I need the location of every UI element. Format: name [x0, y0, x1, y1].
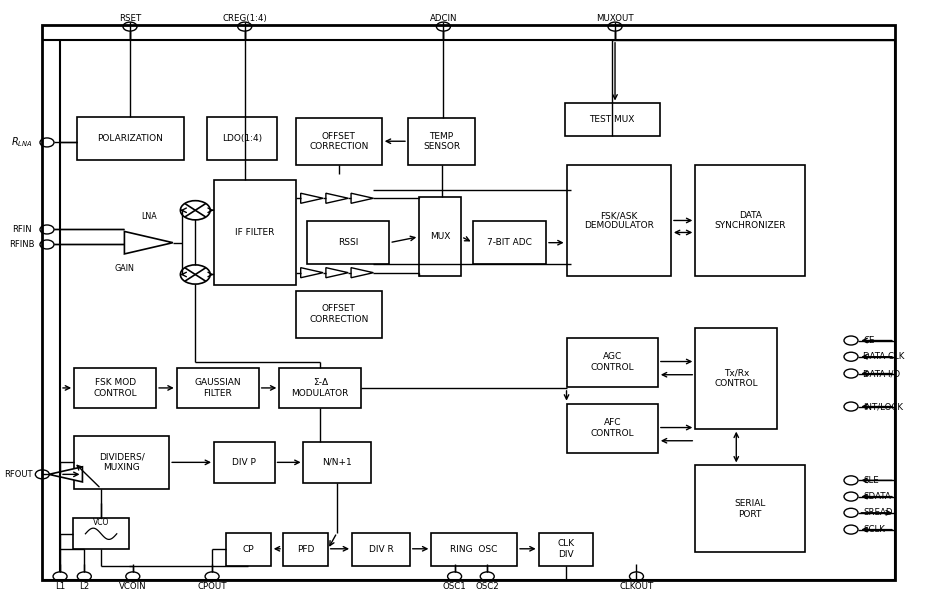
- Text: SLE: SLE: [863, 476, 879, 485]
- Text: LDO(1:4): LDO(1:4): [222, 134, 263, 144]
- Text: OSC2: OSC2: [475, 581, 499, 590]
- Text: OFFSET
CORRECTION: OFFSET CORRECTION: [310, 305, 369, 324]
- Text: VCOIN: VCOIN: [119, 581, 147, 590]
- Bar: [566, 165, 671, 276]
- Text: DATA CLK: DATA CLK: [863, 352, 904, 361]
- Bar: [565, 104, 660, 136]
- Text: SREAD: SREAD: [863, 508, 893, 517]
- Bar: [566, 403, 658, 453]
- Bar: [304, 442, 371, 483]
- Text: CREG(1:4): CREG(1:4): [222, 14, 267, 23]
- Text: SDATA: SDATA: [863, 492, 891, 501]
- Bar: [296, 118, 382, 165]
- Bar: [207, 117, 278, 160]
- Bar: [283, 532, 327, 566]
- Bar: [74, 367, 156, 408]
- Text: PFD: PFD: [296, 545, 314, 554]
- Bar: [177, 367, 259, 408]
- Bar: [431, 532, 518, 566]
- Text: CLKOUT: CLKOUT: [619, 581, 654, 590]
- Bar: [226, 532, 271, 566]
- Text: INT/LOCK: INT/LOCK: [863, 402, 903, 411]
- Text: MUX: MUX: [430, 232, 451, 241]
- Polygon shape: [351, 268, 374, 278]
- Text: RSSI: RSSI: [338, 238, 359, 247]
- Text: DIV R: DIV R: [369, 545, 393, 554]
- Text: CE: CE: [863, 336, 874, 345]
- Bar: [279, 367, 361, 408]
- Text: DATA I/O: DATA I/O: [863, 369, 901, 378]
- Text: Σ-Δ
MODULATOR: Σ-Δ MODULATOR: [292, 378, 349, 397]
- Text: Tx/Rx
CONTROL: Tx/Rx CONTROL: [714, 368, 758, 388]
- Text: OFFSET
CORRECTION: OFFSET CORRECTION: [310, 131, 369, 151]
- Bar: [566, 338, 658, 387]
- Polygon shape: [326, 193, 348, 203]
- Text: VCO: VCO: [93, 518, 109, 527]
- Polygon shape: [326, 268, 348, 278]
- Bar: [296, 291, 382, 338]
- Text: DATA
SYNCHRONIZER: DATA SYNCHRONIZER: [714, 211, 786, 230]
- Polygon shape: [49, 467, 83, 482]
- Text: 7-BIT ADC: 7-BIT ADC: [487, 238, 532, 247]
- Text: RFOUT: RFOUT: [4, 470, 32, 479]
- Bar: [74, 436, 169, 489]
- Text: L2: L2: [79, 581, 89, 590]
- Text: AFC
CONTROL: AFC CONTROL: [590, 418, 634, 438]
- Text: CP: CP: [243, 545, 254, 554]
- Text: CLK
DIV: CLK DIV: [557, 540, 574, 559]
- Bar: [307, 221, 390, 264]
- Bar: [695, 466, 805, 552]
- Text: SERIAL
PORT: SERIAL PORT: [735, 499, 766, 519]
- Text: RFINB: RFINB: [9, 240, 35, 249]
- Text: RSET: RSET: [119, 14, 141, 23]
- Text: N/N+1: N/N+1: [322, 458, 352, 467]
- Bar: [214, 442, 275, 483]
- Text: GAUSSIAN
FILTER: GAUSSIAN FILTER: [195, 378, 241, 397]
- Bar: [695, 328, 777, 429]
- Bar: [473, 221, 546, 264]
- Text: OSC1: OSC1: [442, 581, 467, 590]
- Text: TEMP
SENSOR: TEMP SENSOR: [423, 131, 460, 151]
- Text: FSK MOD
CONTROL: FSK MOD CONTROL: [93, 378, 136, 397]
- Bar: [419, 197, 461, 276]
- Bar: [73, 518, 129, 549]
- Bar: [352, 532, 410, 566]
- Bar: [214, 180, 296, 285]
- Bar: [77, 117, 184, 160]
- Bar: [538, 532, 593, 566]
- Text: DIVIDERS/
MUXING: DIVIDERS/ MUXING: [99, 453, 145, 472]
- Polygon shape: [301, 193, 323, 203]
- Text: $R_{LNA}$: $R_{LNA}$: [11, 136, 33, 150]
- Text: SCLK: SCLK: [863, 525, 885, 534]
- Text: ADCIN: ADCIN: [430, 14, 457, 23]
- Text: IF FILTER: IF FILTER: [235, 228, 275, 236]
- Text: POLARIZATION: POLARIZATION: [98, 134, 164, 144]
- Text: LNA: LNA: [141, 212, 156, 221]
- Text: DIV P: DIV P: [232, 458, 256, 467]
- Bar: [695, 165, 805, 276]
- Polygon shape: [351, 193, 374, 203]
- Text: FSK/ASK
DEMODULATOR: FSK/ASK DEMODULATOR: [583, 211, 654, 230]
- Text: RFIN: RFIN: [12, 225, 32, 234]
- Text: AGC
CONTROL: AGC CONTROL: [590, 352, 634, 372]
- Text: TEST MUX: TEST MUX: [590, 115, 635, 124]
- Polygon shape: [301, 268, 323, 278]
- Text: GAIN: GAIN: [115, 264, 135, 273]
- Bar: [408, 118, 475, 165]
- Text: CPOUT: CPOUT: [198, 581, 227, 590]
- Text: L1: L1: [55, 581, 65, 590]
- Polygon shape: [124, 232, 173, 254]
- Text: RING  OSC: RING OSC: [451, 545, 498, 554]
- Text: MUXOUT: MUXOUT: [597, 14, 634, 23]
